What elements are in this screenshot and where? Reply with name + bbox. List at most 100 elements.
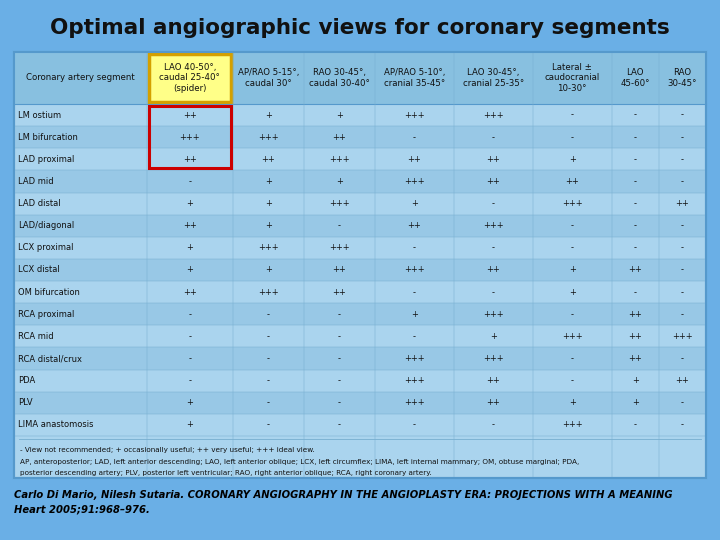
Text: -: - — [266, 376, 270, 385]
Text: -: - — [338, 354, 341, 363]
Text: Lateral ±
caudocranial
10-30°: Lateral ± caudocranial 10-30° — [544, 63, 600, 93]
Text: +: + — [186, 244, 193, 252]
Text: -: - — [492, 244, 495, 252]
Text: ++: ++ — [487, 376, 500, 385]
Text: -: - — [571, 354, 574, 363]
Text: +: + — [186, 421, 193, 429]
Text: -: - — [681, 133, 684, 141]
Text: -: - — [681, 155, 684, 164]
Text: +++: +++ — [562, 199, 582, 208]
Text: ++: ++ — [183, 221, 197, 230]
Text: -: - — [681, 354, 684, 363]
Text: +: + — [569, 155, 576, 164]
Text: -: - — [634, 133, 636, 141]
Text: +++: +++ — [404, 376, 425, 385]
Text: ++: ++ — [183, 288, 197, 296]
Text: -: - — [189, 354, 192, 363]
Bar — [149, 106, 230, 168]
Text: RAO
30-45°: RAO 30-45° — [667, 68, 697, 88]
Bar — [14, 259, 706, 281]
Text: LAD distal: LAD distal — [18, 199, 60, 208]
Text: +: + — [265, 266, 271, 274]
Text: RCA mid: RCA mid — [18, 332, 53, 341]
Text: ++: ++ — [408, 155, 421, 164]
Text: +++: +++ — [329, 244, 350, 252]
Text: LCX proximal: LCX proximal — [18, 244, 73, 252]
Bar — [14, 52, 706, 478]
Text: +: + — [411, 199, 418, 208]
Text: -: - — [681, 288, 684, 296]
Text: -: - — [266, 332, 270, 341]
Text: Optimal angiographic views for coronary segments: Optimal angiographic views for coronary … — [50, 18, 670, 38]
Text: +: + — [569, 266, 576, 274]
Text: ++: ++ — [487, 266, 500, 274]
Text: OM bifurcation: OM bifurcation — [18, 288, 80, 296]
Text: +++: +++ — [483, 221, 504, 230]
Text: -: - — [681, 244, 684, 252]
Text: +: + — [186, 199, 193, 208]
Text: +++: +++ — [258, 244, 279, 252]
Text: AP, anteroposterior; LAD, left anterior descending; LAO, left anterior oblique; : AP, anteroposterior; LAD, left anterior … — [20, 459, 580, 465]
Text: ++: ++ — [261, 155, 275, 164]
Text: -: - — [413, 421, 416, 429]
Text: -: - — [413, 244, 416, 252]
Text: +++: +++ — [258, 288, 279, 296]
Text: +: + — [490, 332, 497, 341]
Text: -: - — [266, 354, 270, 363]
Text: -: - — [634, 221, 636, 230]
Text: PDA: PDA — [18, 376, 35, 385]
Text: -: - — [681, 177, 684, 186]
Text: +++: +++ — [483, 354, 504, 363]
Text: +++: +++ — [179, 133, 200, 141]
Text: +++: +++ — [562, 332, 582, 341]
Text: -: - — [681, 310, 684, 319]
Text: -: - — [266, 399, 270, 407]
Text: -: - — [189, 332, 192, 341]
Text: LIMA anastomosis: LIMA anastomosis — [18, 421, 94, 429]
Text: -: - — [634, 244, 636, 252]
Text: +++: +++ — [483, 310, 504, 319]
Text: ++: ++ — [487, 177, 500, 186]
Text: -: - — [571, 133, 574, 141]
Bar — [14, 392, 706, 414]
Text: +: + — [569, 288, 576, 296]
Bar — [14, 52, 706, 104]
Text: -: - — [681, 399, 684, 407]
Text: -: - — [266, 310, 270, 319]
Text: +: + — [186, 266, 193, 274]
Text: -: - — [492, 199, 495, 208]
Text: +: + — [186, 399, 193, 407]
Text: ++: ++ — [675, 376, 689, 385]
Text: -: - — [571, 310, 574, 319]
Text: -: - — [681, 221, 684, 230]
Text: ++: ++ — [333, 133, 346, 141]
Text: +: + — [632, 376, 639, 385]
Bar — [14, 347, 706, 369]
Text: ++: ++ — [565, 177, 579, 186]
Text: -: - — [338, 221, 341, 230]
Text: ++: ++ — [408, 221, 421, 230]
Text: ++: ++ — [333, 288, 346, 296]
Text: AP/RAO 5-10°,
cranial 35-45°: AP/RAO 5-10°, cranial 35-45° — [384, 68, 445, 88]
Text: +: + — [265, 177, 271, 186]
Text: +++: +++ — [258, 133, 279, 141]
Text: -: - — [338, 332, 341, 341]
Text: RCA proximal: RCA proximal — [18, 310, 74, 319]
Text: ++: ++ — [183, 155, 197, 164]
Text: -: - — [189, 376, 192, 385]
Text: +: + — [411, 310, 418, 319]
Text: +: + — [265, 221, 271, 230]
Text: -: - — [634, 155, 636, 164]
Text: +++: +++ — [672, 332, 693, 341]
Text: -: - — [634, 288, 636, 296]
Text: LAO
45-60°: LAO 45-60° — [621, 68, 650, 88]
Text: +: + — [265, 199, 271, 208]
Bar — [14, 303, 706, 325]
Text: ++: ++ — [629, 354, 642, 363]
Text: -: - — [634, 111, 636, 119]
Text: -: - — [492, 133, 495, 141]
Text: -: - — [492, 288, 495, 296]
Text: +++: +++ — [329, 155, 350, 164]
Text: RCA distal/crux: RCA distal/crux — [18, 354, 82, 363]
Text: LCX distal: LCX distal — [18, 266, 60, 274]
